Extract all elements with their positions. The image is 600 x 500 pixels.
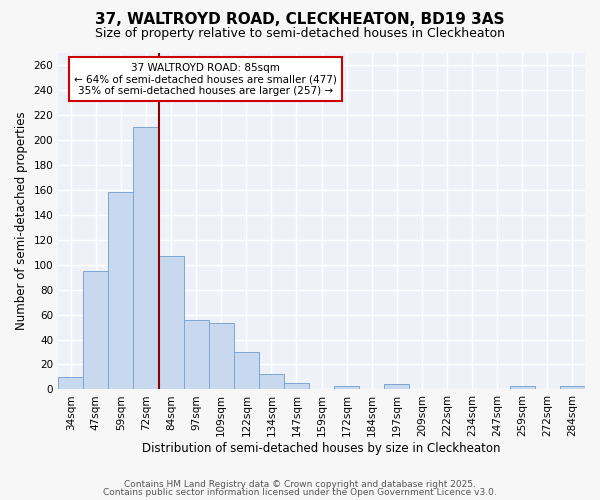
Text: 37 WALTROYD ROAD: 85sqm
← 64% of semi-detached houses are smaller (477)
35% of s: 37 WALTROYD ROAD: 85sqm ← 64% of semi-de… [74,62,337,96]
Text: 37, WALTROYD ROAD, CLECKHEATON, BD19 3AS: 37, WALTROYD ROAD, CLECKHEATON, BD19 3AS [95,12,505,28]
Bar [334,386,359,390]
Bar [58,377,83,390]
Bar [560,386,585,390]
Bar [158,256,184,390]
Bar [385,384,409,390]
Bar [133,128,158,390]
Y-axis label: Number of semi-detached properties: Number of semi-detached properties [15,112,28,330]
Bar [510,386,535,390]
Text: Contains HM Land Registry data © Crown copyright and database right 2025.: Contains HM Land Registry data © Crown c… [124,480,476,489]
Bar [83,271,109,390]
Bar [259,374,284,390]
Bar [109,192,133,390]
Text: Contains public sector information licensed under the Open Government Licence v3: Contains public sector information licen… [103,488,497,497]
Text: Size of property relative to semi-detached houses in Cleckheaton: Size of property relative to semi-detach… [95,28,505,40]
Bar [184,320,209,390]
X-axis label: Distribution of semi-detached houses by size in Cleckheaton: Distribution of semi-detached houses by … [142,442,501,455]
Bar [234,352,259,390]
Bar [209,324,234,390]
Bar [284,383,309,390]
